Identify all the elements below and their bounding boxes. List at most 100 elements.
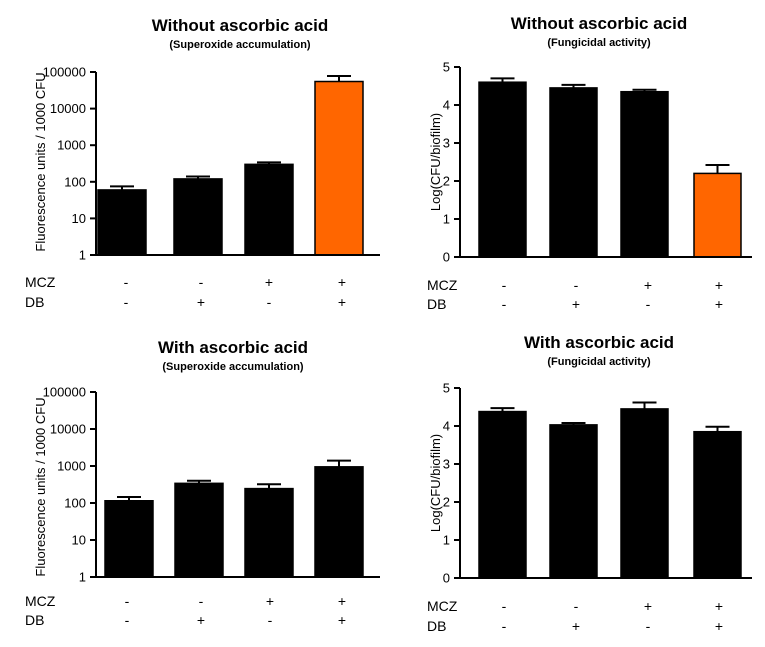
row-sign: - [646, 296, 651, 312]
row-label: MCZ [427, 598, 458, 614]
row-sign: + [338, 593, 346, 609]
bar [244, 487, 294, 578]
chart-subtitle: (Fungicidal activity) [547, 356, 651, 368]
bar [314, 466, 364, 578]
row-sign: - [646, 618, 651, 634]
y-tick-label: 2 [443, 174, 450, 189]
chart-top-right: Without ascorbic acid (Fungicidal activi… [427, 14, 752, 312]
row-label: DB [427, 618, 446, 634]
row-sign: - [502, 296, 507, 312]
y-tick-label: 1 [443, 212, 450, 227]
y-tick-label: 10 [72, 533, 86, 548]
row-label: DB [427, 296, 446, 312]
bar [173, 178, 223, 256]
y-tick-label: 4 [443, 98, 450, 113]
y-tick-label: 0 [443, 571, 450, 586]
row-sign: - [502, 598, 507, 614]
y-axis-label: Fluorescence units / 1000 CFU [33, 397, 48, 576]
row-label: MCZ [427, 277, 458, 293]
row-sign: + [715, 277, 723, 293]
chart-top-left: Without ascorbic acid (Superoxide accumu… [25, 16, 380, 310]
y-tick-label: 10000 [50, 422, 86, 437]
bar [478, 81, 527, 258]
y-tick-label: 100 [64, 496, 86, 511]
bar [478, 410, 527, 579]
plot-area: 0 1 2 3 4 5 MCZ - - + + DB - + - + [427, 60, 752, 312]
row-sign: + [338, 612, 346, 628]
row-label: DB [25, 294, 44, 310]
row-sign: + [197, 612, 205, 628]
row-label: MCZ [25, 593, 56, 609]
chart-title: Without ascorbic acid [152, 16, 328, 35]
y-tick-label: 0 [443, 250, 450, 265]
bar [620, 408, 669, 579]
chart-subtitle: (Superoxide accumulation) [169, 39, 311, 51]
row-sign: - [124, 274, 129, 290]
bar [693, 430, 742, 579]
y-tick-label: 100000 [43, 385, 86, 400]
y-axis-label: Fluorescence units / 1000 CFU [33, 72, 48, 251]
row-sign: + [338, 294, 346, 310]
row-sign: + [715, 618, 723, 634]
row-label: DB [25, 612, 44, 628]
chart-subtitle: (Superoxide accumulation) [162, 361, 304, 373]
bar [244, 163, 294, 256]
row-sign: - [124, 294, 129, 310]
row-sign: - [502, 618, 507, 634]
y-tick-label: 1000 [57, 459, 86, 474]
y-tick-label: 1 [79, 570, 86, 585]
row-sign: + [266, 593, 274, 609]
y-tick-label: 5 [443, 60, 450, 75]
plot-area: 1 10 100 1000 10000 100000 MCZ - - + + DB - + - + [25, 65, 380, 310]
y-tick-label: 3 [443, 457, 450, 472]
row-sign: - [199, 274, 204, 290]
row-sign: - [574, 277, 579, 293]
y-tick-label: 2 [443, 495, 450, 510]
y-tick-label: 100 [64, 174, 86, 189]
bar [104, 500, 154, 578]
bar [97, 189, 147, 256]
y-tick-label: 5 [443, 381, 450, 396]
row-label: MCZ [25, 274, 56, 290]
y-tick-label: 1 [79, 248, 86, 263]
y-axis-label: Log(CFU/biofilm) [428, 113, 443, 211]
y-tick-label: 100000 [43, 65, 86, 80]
row-sign: + [338, 274, 346, 290]
y-tick-label: 10000 [50, 101, 86, 116]
row-sign: - [574, 598, 579, 614]
plot-area: 1 10 100 1000 10000 100000 MCZ - - + + DB - + - + [25, 385, 380, 628]
chart-title: Without ascorbic acid [511, 14, 687, 33]
chart-bottom-right: With ascorbic acid (Fungicidal activity)… [427, 333, 752, 634]
row-sign: + [265, 274, 273, 290]
row-sign: + [572, 618, 580, 634]
row-sign: - [502, 277, 507, 293]
bar [549, 424, 598, 579]
bar [174, 482, 224, 578]
y-tick-label: 1 [443, 533, 450, 548]
y-tick-label: 4 [443, 419, 450, 434]
row-sign: - [268, 612, 273, 628]
y-tick-label: 1000 [57, 138, 86, 153]
row-sign: + [197, 294, 205, 310]
row-sign: - [199, 593, 204, 609]
bar [549, 87, 598, 258]
row-sign: + [715, 296, 723, 312]
y-axis-label: Log(CFU/biofilm) [428, 434, 443, 532]
row-sign: - [125, 593, 130, 609]
bar [693, 172, 742, 258]
bar [314, 80, 364, 256]
chart-bottom-left: With ascorbic acid (Superoxide accumulat… [25, 338, 380, 628]
bar [620, 90, 669, 258]
row-sign: - [125, 612, 130, 628]
row-sign: + [644, 277, 652, 293]
chart-title: With ascorbic acid [158, 338, 308, 357]
row-sign: + [572, 296, 580, 312]
chart-title: With ascorbic acid [524, 333, 674, 352]
chart-subtitle: (Fungicidal activity) [547, 37, 651, 49]
y-tick-label: 10 [72, 211, 86, 226]
plot-area: 0 1 2 3 4 5 MCZ - - + + DB - + - + [427, 381, 752, 634]
row-sign: - [267, 294, 272, 310]
row-sign: + [715, 598, 723, 614]
row-sign: + [644, 598, 652, 614]
y-tick-label: 3 [443, 136, 450, 151]
